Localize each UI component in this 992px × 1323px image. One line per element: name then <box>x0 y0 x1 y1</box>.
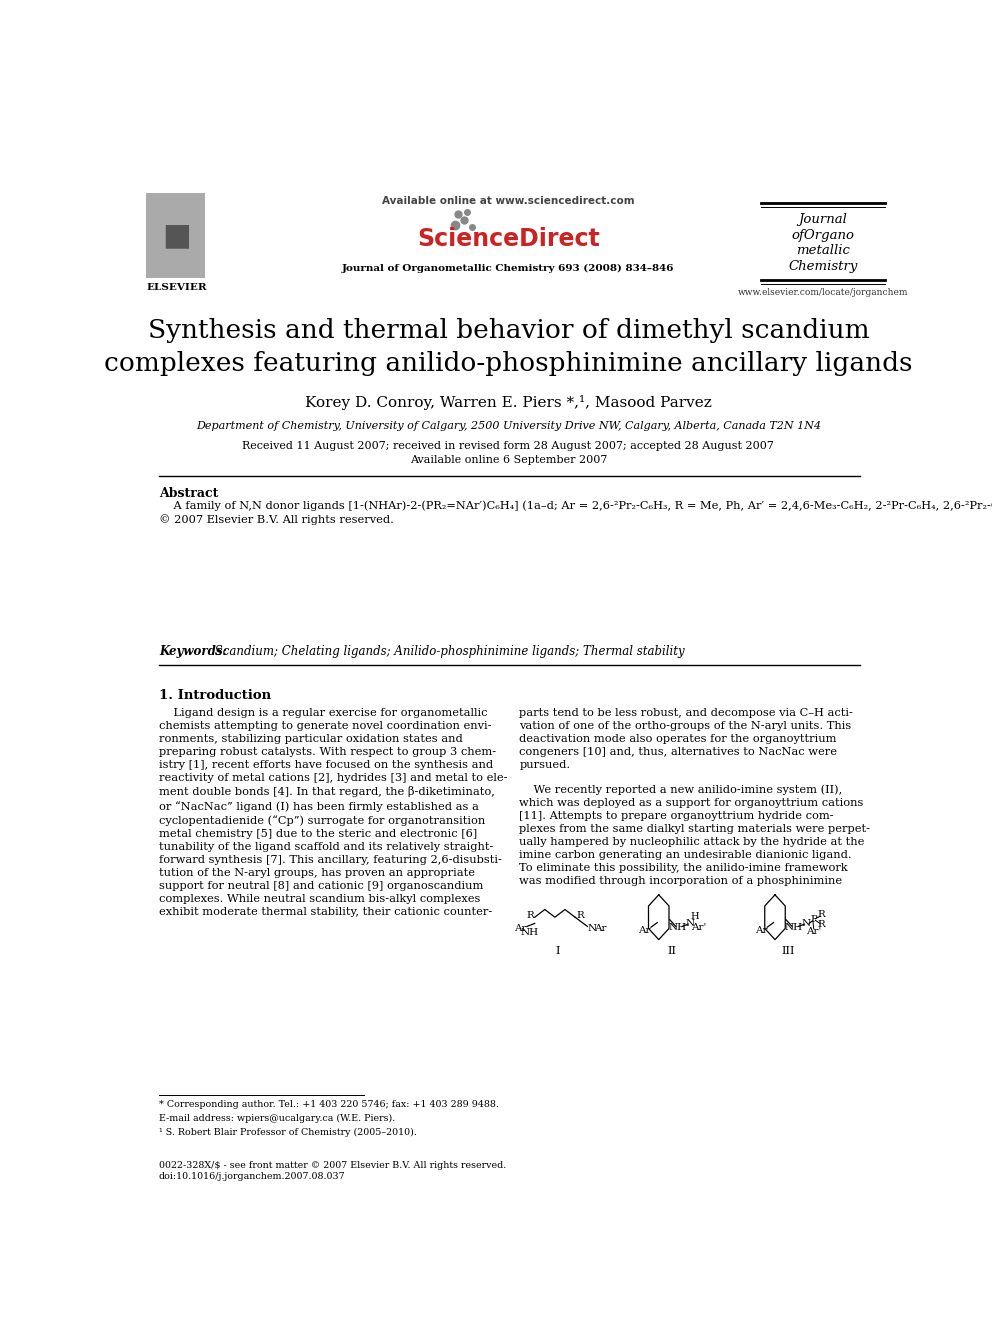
Text: Available online 6 September 2007: Available online 6 September 2007 <box>410 455 607 466</box>
Text: * Corresponding author. Tel.: +1 403 220 5746; fax: +1 403 289 9488.: * Corresponding author. Tel.: +1 403 220… <box>159 1099 499 1109</box>
Text: NH: NH <box>520 929 539 937</box>
Text: Abstract: Abstract <box>159 487 218 500</box>
Text: H: H <box>690 912 698 921</box>
Text: II: II <box>668 946 677 955</box>
Text: ELSEVIER: ELSEVIER <box>147 283 207 292</box>
Text: Received 11 August 2007; received in revised form 28 August 2007; accepted 28 Au: Received 11 August 2007; received in rev… <box>242 442 775 451</box>
Text: Chemistry: Chemistry <box>789 259 858 273</box>
Text: complexes featuring anilido-phosphinimine ancillary ligands: complexes featuring anilido-phosphinimin… <box>104 352 913 376</box>
Text: Ar: Ar <box>593 925 606 933</box>
Text: We recently reported a new anilido-imine system (II),
which was deployed as a su: We recently reported a new anilido-imine… <box>519 785 870 886</box>
Text: N: N <box>587 925 596 933</box>
Text: Department of Chemistry, University of Calgary, 2500 University Drive NW, Calgar: Department of Chemistry, University of C… <box>195 421 821 430</box>
Text: I: I <box>556 946 560 955</box>
Text: P: P <box>810 916 817 923</box>
Text: E-mail address: wpiers@ucalgary.ca (W.E. Piers).: E-mail address: wpiers@ucalgary.ca (W.E.… <box>159 1114 395 1123</box>
Text: ScienceDirect: ScienceDirect <box>417 226 600 250</box>
Text: Ar': Ar' <box>806 926 821 935</box>
Text: Keywords:: Keywords: <box>159 646 227 659</box>
Text: Korey D. Conroy, Warren E. Piers *,¹, Masood Parvez: Korey D. Conroy, Warren E. Piers *,¹, Ma… <box>305 396 712 410</box>
Text: Available online at www.sciencedirect.com: Available online at www.sciencedirect.co… <box>382 196 635 205</box>
Text: NH: NH <box>669 922 686 931</box>
Text: Ligand design is a regular exercise for organometallic
chemists attempting to ge: Ligand design is a regular exercise for … <box>159 708 507 917</box>
Text: ■: ■ <box>163 221 191 250</box>
Text: III: III <box>782 946 795 955</box>
Text: 0022-328X/$ - see front matter © 2007 Elsevier B.V. All rights reserved.: 0022-328X/$ - see front matter © 2007 El… <box>159 1162 506 1171</box>
Text: Ar: Ar <box>639 926 651 935</box>
Text: N: N <box>685 919 694 927</box>
Text: ¹ S. Robert Blair Professor of Chemistry (2005–2010).: ¹ S. Robert Blair Professor of Chemistry… <box>159 1129 417 1138</box>
Text: 1. Introduction: 1. Introduction <box>159 688 271 701</box>
Text: Journal of Organometallic Chemistry 693 (2008) 834–846: Journal of Organometallic Chemistry 693 … <box>342 265 675 274</box>
Text: R: R <box>817 921 825 930</box>
Text: R: R <box>576 912 584 921</box>
Text: Ar': Ar' <box>691 922 706 931</box>
Text: ofOrgano: ofOrgano <box>792 229 854 242</box>
Text: Journal: Journal <box>799 213 847 226</box>
Text: Ar: Ar <box>755 926 767 935</box>
Text: metallic: metallic <box>797 245 850 257</box>
Text: parts tend to be less robust, and decompose via C–H acti-
vation of one of the o: parts tend to be less robust, and decomp… <box>519 708 853 770</box>
Text: A family of N,N donor ligands [1-(NHAr)-2-(PR₂=NAr′)C₆H₄] (1a–d; Ar = 2,6-²Pr₂-C: A family of N,N donor ligands [1-(NHAr)-… <box>159 500 992 525</box>
Text: R: R <box>526 912 534 921</box>
Text: R: R <box>817 910 825 919</box>
FancyBboxPatch shape <box>146 193 205 278</box>
Text: doi:10.1016/j.jorganchem.2007.08.037: doi:10.1016/j.jorganchem.2007.08.037 <box>159 1172 345 1181</box>
Text: N: N <box>802 919 810 927</box>
Text: Synthesis and thermal behavior of dimethyl scandium: Synthesis and thermal behavior of dimeth… <box>148 318 869 343</box>
Text: www.elsevier.com/locate/jorganchem: www.elsevier.com/locate/jorganchem <box>738 288 909 298</box>
Text: Scandium; Chelating ligands; Anilido-phosphinimine ligands; Thermal stability: Scandium; Chelating ligands; Anilido-pho… <box>211 646 684 659</box>
Text: NH: NH <box>785 922 803 931</box>
Text: Ar: Ar <box>515 925 527 933</box>
